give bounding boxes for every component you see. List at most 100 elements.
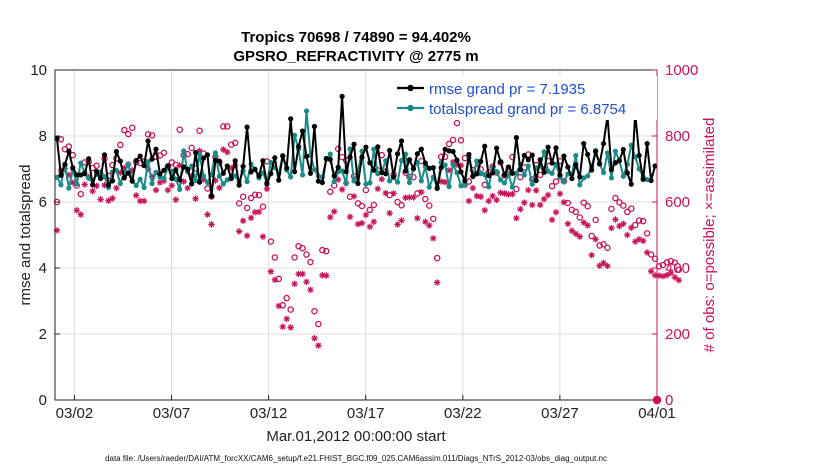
totalspread-point [474,158,480,164]
obs-assimilated-point [271,276,279,284]
y2-tick-label: 1000 [665,62,698,79]
obs-assimilated-point [295,270,302,278]
obs-assimilated-point [132,192,140,199]
obs-assimilated-point [477,193,484,200]
obs-assimilated-point [572,230,580,237]
obs-possible-point [608,205,615,213]
y2-tick-label: 600 [665,194,690,211]
totalspread-point [604,150,611,156]
rmse-point [165,163,171,169]
totalspread-point [450,162,456,168]
obs-assimilated-point [291,280,298,288]
rmse-point [600,140,607,147]
rmse-point [624,170,630,176]
totalspread-point [505,172,512,178]
rmse-point [636,152,642,159]
rmse-line [56,95,656,198]
rmse-point [82,171,88,177]
obs-assimilated-point [600,259,607,267]
obs-assimilated-point [509,190,516,198]
rmse-point [228,175,234,182]
obs-possible-point [196,127,203,134]
totalspread-point [486,184,492,190]
rmse-point [90,182,96,188]
rmse-point [363,144,369,150]
rmse-point [593,148,599,155]
obs-assimilated-point [279,323,286,330]
totalspread-point [454,170,460,176]
obs-assimilated-point [489,192,496,200]
totalspread-point [216,173,222,179]
obs-assimilated-point [584,222,591,229]
obs-possible-point [671,259,679,266]
rmse-point [596,161,603,167]
rmse-point [577,174,583,180]
obs-assimilated-point [639,237,647,245]
obs-possible-point [239,193,247,200]
obs-possible-point [271,254,279,261]
y-tick-label: 2 [39,326,47,343]
obs-possible-point [255,191,263,199]
obs-possible-point [655,263,663,270]
obs-assimilated-point [275,302,282,310]
obs-assimilated-point [73,207,80,214]
rmse-point [280,153,286,159]
obs-possible-point [128,124,136,132]
obs-assimilated-point [418,188,425,196]
rmse-point [541,169,547,175]
obs-assimilated-point [536,201,544,209]
obs-possible-point [639,217,647,225]
totalspread-point [585,173,591,179]
legend-marker-rmse [407,84,414,92]
obs-possible-point [235,200,243,207]
x-tick-label: 03/07 [153,405,191,422]
obs-assimilated-point [168,182,176,189]
rmse-point [109,178,116,184]
obs-assimilated-point [255,208,263,216]
rmse-point [612,160,619,166]
totalspread-point [113,167,119,173]
rmse-point [418,146,424,152]
rmse-point [549,160,555,166]
obs-possible-point [433,254,441,262]
rmse-point [486,173,492,179]
totalspread-point [426,184,432,190]
totalspread-point [458,183,464,189]
obs-assimilated-point [259,233,267,240]
rmse-point [335,164,341,170]
obs-assimilated-point [331,208,338,215]
totalspread-point [137,176,143,182]
obs-possible-point [584,203,591,210]
rmse-point [628,181,634,187]
obs-assimilated-point [398,217,405,224]
rmse-point [169,175,175,182]
rmse-point [315,178,321,184]
rmse-point [466,151,472,158]
rmse-point [422,160,428,166]
rmse-point [157,171,163,177]
rmse-point [474,171,480,177]
data-file-footnote: data file: /Users/raeder/DAI/ATM_forcXX/… [105,454,607,463]
rmse-point [74,172,80,178]
obs-assimilated-point [208,221,215,228]
rmse-point [200,155,207,161]
y-axis-label: rmse and totalspread [17,165,34,306]
obs-assimilated-point [366,223,374,230]
obs-assimilated-point [588,251,595,259]
totalspread-point [192,177,199,184]
rmse-point [70,165,76,171]
y-tick-label: 10 [30,62,47,79]
totalspread-point [66,185,72,191]
obs-assimilated-point [97,196,104,203]
y-tick-label: 0 [39,392,47,409]
totalspread-point [644,176,650,183]
totalspread-point [177,186,183,193]
rmse-point [442,146,448,152]
totalspread-point [513,170,520,176]
obs-possible-point [307,258,314,266]
obs-assimilated-point [592,236,599,243]
obs-assimilated-point [184,184,191,192]
totalspread-point [74,181,80,187]
rmse-point [620,146,626,153]
obs-assimilated-point [77,211,84,218]
